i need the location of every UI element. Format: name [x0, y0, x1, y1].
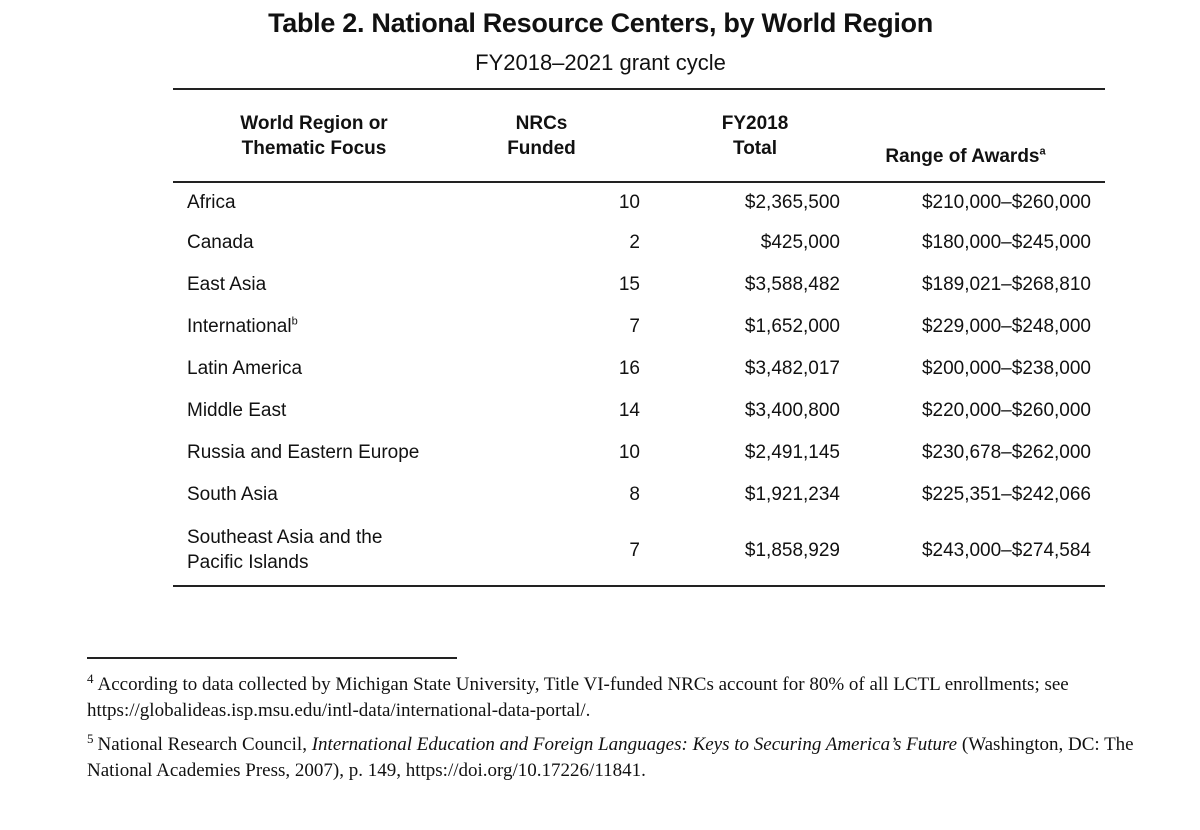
- footnote-book-title: International Education and Foreign Lang…: [311, 734, 958, 755]
- cell-region: Internationalb: [173, 305, 455, 347]
- header-nrcs-line1: NRCs: [515, 112, 568, 134]
- cell-total: $3,482,017: [744, 357, 840, 379]
- table-row: Russia and Eastern Europe 10 $2,491,145 …: [173, 431, 1105, 473]
- cell-range: $189,021–$268,810: [921, 273, 1091, 295]
- cell-nrcs: 10: [618, 191, 640, 213]
- table-row: Southeast Asia and the Pacific Islands 7…: [173, 515, 1105, 586]
- cell-range: $243,000–$274,584: [921, 539, 1091, 561]
- footnote-5: 5 National Research Council, Internationa…: [87, 732, 1167, 784]
- cell-region: Africa: [187, 191, 236, 213]
- footnote-mark: 5: [87, 730, 94, 746]
- header-total-line1: FY2018: [721, 112, 789, 134]
- cell-total: $1,652,000: [744, 315, 840, 337]
- footnote-mark: 4: [87, 670, 94, 686]
- header-nrcs-line2: Funded: [507, 137, 576, 159]
- header-range-footnote-mark: a: [1039, 145, 1046, 158]
- header-region-line1: World Region or: [240, 112, 388, 134]
- cell-range: $229,000–$248,000: [921, 315, 1091, 337]
- cell-nrcs: 8: [629, 483, 640, 505]
- cell-region: South Asia: [187, 483, 278, 505]
- cell-total: $1,921,234: [744, 483, 840, 505]
- table-row: Internationalb 7 $1,652,000 $229,000–$24…: [173, 305, 1105, 347]
- cell-total: $3,588,482: [744, 273, 840, 295]
- cell-total: $2,491,145: [744, 441, 840, 463]
- footnote-divider: [87, 657, 457, 659]
- cell-region: Southeast Asia and the Pacific Islands: [173, 515, 455, 586]
- cell-region: Latin America: [187, 357, 303, 379]
- table-row: South Asia 8 $1,921,234 $225,351–$242,06…: [173, 473, 1105, 515]
- cell-total: $1,858,929: [744, 539, 840, 561]
- cell-total: $425,000: [760, 231, 840, 253]
- cell-nrcs: 7: [629, 539, 640, 561]
- cell-nrcs: 10: [618, 441, 640, 463]
- cell-region: Russia and Eastern Europe: [187, 441, 420, 463]
- header-total: FY2018 Total: [640, 89, 840, 182]
- table-row: Canada 2 $425,000 $180,000–$245,000: [173, 221, 1105, 263]
- cell-region: East Asia: [187, 273, 267, 295]
- header-row: World Region or Thematic Focus NRCs Fund…: [173, 89, 1105, 182]
- cell-region-line2: Pacific Islands: [187, 552, 309, 573]
- header-range-label: Range of Awards: [885, 146, 1040, 167]
- footnote-text-before: National Research Council,: [97, 734, 312, 755]
- header-region-line2: Thematic Focus: [241, 137, 387, 159]
- cell-range: $200,000–$238,000: [921, 357, 1091, 379]
- footnote-4: 4 According to data collected by Michigan…: [87, 672, 1167, 724]
- cell-region-line1: Southeast Asia and the: [187, 527, 383, 548]
- table-row: Africa 10 $2,365,500 $210,000–$260,000: [173, 182, 1105, 221]
- cell-nrcs: 7: [629, 315, 640, 337]
- cell-range: $230,678–$262,000: [921, 441, 1091, 463]
- header-range: Range of Awardsa: [840, 89, 1105, 182]
- cell-region: Canada: [187, 231, 254, 253]
- table-header: World Region or Thematic Focus NRCs Fund…: [173, 89, 1105, 182]
- cell-range: $180,000–$245,000: [921, 231, 1091, 253]
- nrc-table: World Region or Thematic Focus NRCs Fund…: [173, 88, 1105, 587]
- cell-total: $3,400,800: [744, 399, 840, 421]
- cell-nrcs: 2: [629, 231, 640, 253]
- cell-total: $2,365,500: [744, 191, 840, 213]
- header-region: World Region or Thematic Focus: [173, 89, 455, 182]
- region-footnote-mark: b: [291, 315, 298, 328]
- cell-nrcs: 15: [618, 273, 640, 295]
- footnote-text: According to data collected by Michigan …: [87, 674, 1069, 721]
- cell-nrcs: 14: [618, 399, 640, 421]
- table-body: Africa 10 $2,365,500 $210,000–$260,000 C…: [173, 182, 1105, 586]
- cell-region: Middle East: [187, 399, 287, 421]
- header-total-line2: Total: [733, 137, 777, 159]
- header-nrcs: NRCs Funded: [455, 89, 640, 182]
- cell-range: $225,351–$242,066: [921, 483, 1091, 505]
- cell-range: $210,000–$260,000: [921, 191, 1091, 213]
- table-row: Latin America 16 $3,482,017 $200,000–$23…: [173, 347, 1105, 389]
- table-row: East Asia 15 $3,588,482 $189,021–$268,81…: [173, 263, 1105, 305]
- cell-region-text: International: [187, 315, 292, 337]
- cell-range: $220,000–$260,000: [921, 399, 1091, 421]
- table-subtitle: FY2018–2021 grant cycle: [475, 50, 726, 75]
- footnotes: 4 According to data collected by Michigan…: [87, 672, 1167, 792]
- table-row: Middle East 14 $3,400,800 $220,000–$260,…: [173, 389, 1105, 431]
- table-title: Table 2. National Resource Centers, by W…: [268, 8, 933, 38]
- footnote-text-after: (Washington, DC: The National Academies …: [87, 734, 1134, 781]
- cell-nrcs: 16: [618, 357, 640, 379]
